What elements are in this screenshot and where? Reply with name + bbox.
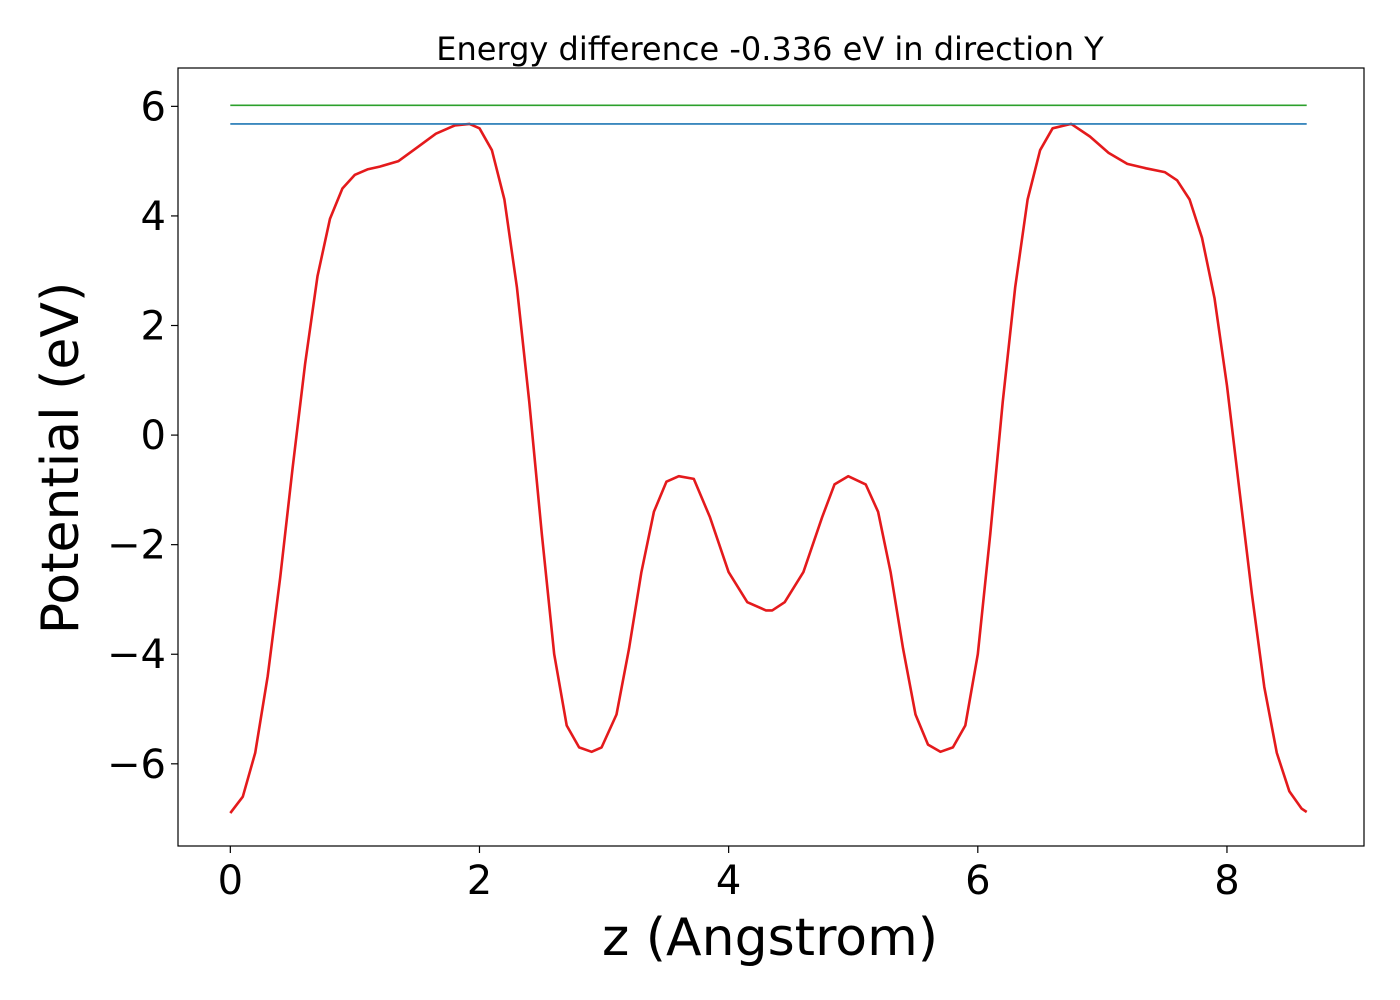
y-axis-ticks: −6 −4 −2 0 2 4 6 — [107, 84, 178, 788]
y-tick-label: 0 — [141, 413, 166, 459]
y-tick-label: 6 — [141, 84, 166, 130]
y-tick-label: −4 — [107, 632, 166, 678]
x-tick-label: 2 — [467, 858, 492, 904]
y-axis-label: Potential (eV) — [31, 282, 91, 634]
x-axis-label: z (Angstrom) — [602, 908, 938, 968]
x-tick-label: 8 — [1214, 858, 1239, 904]
x-tick-label: 6 — [965, 858, 990, 904]
y-tick-label: 4 — [141, 194, 166, 240]
y-tick-label: −6 — [107, 742, 166, 788]
y-tick-label: 2 — [141, 304, 166, 350]
x-tick-label: 4 — [716, 858, 741, 904]
chart-title: Energy difference -0.336 eV in direction… — [436, 30, 1104, 68]
x-tick-label: 0 — [218, 858, 243, 904]
plot-frame — [177, 67, 1365, 847]
series-line-0 — [229, 122, 1308, 814]
x-axis-ticks: 0 2 4 6 8 — [218, 846, 1240, 904]
y-tick-label: −2 — [107, 523, 166, 569]
plot-lines — [229, 104, 1308, 814]
